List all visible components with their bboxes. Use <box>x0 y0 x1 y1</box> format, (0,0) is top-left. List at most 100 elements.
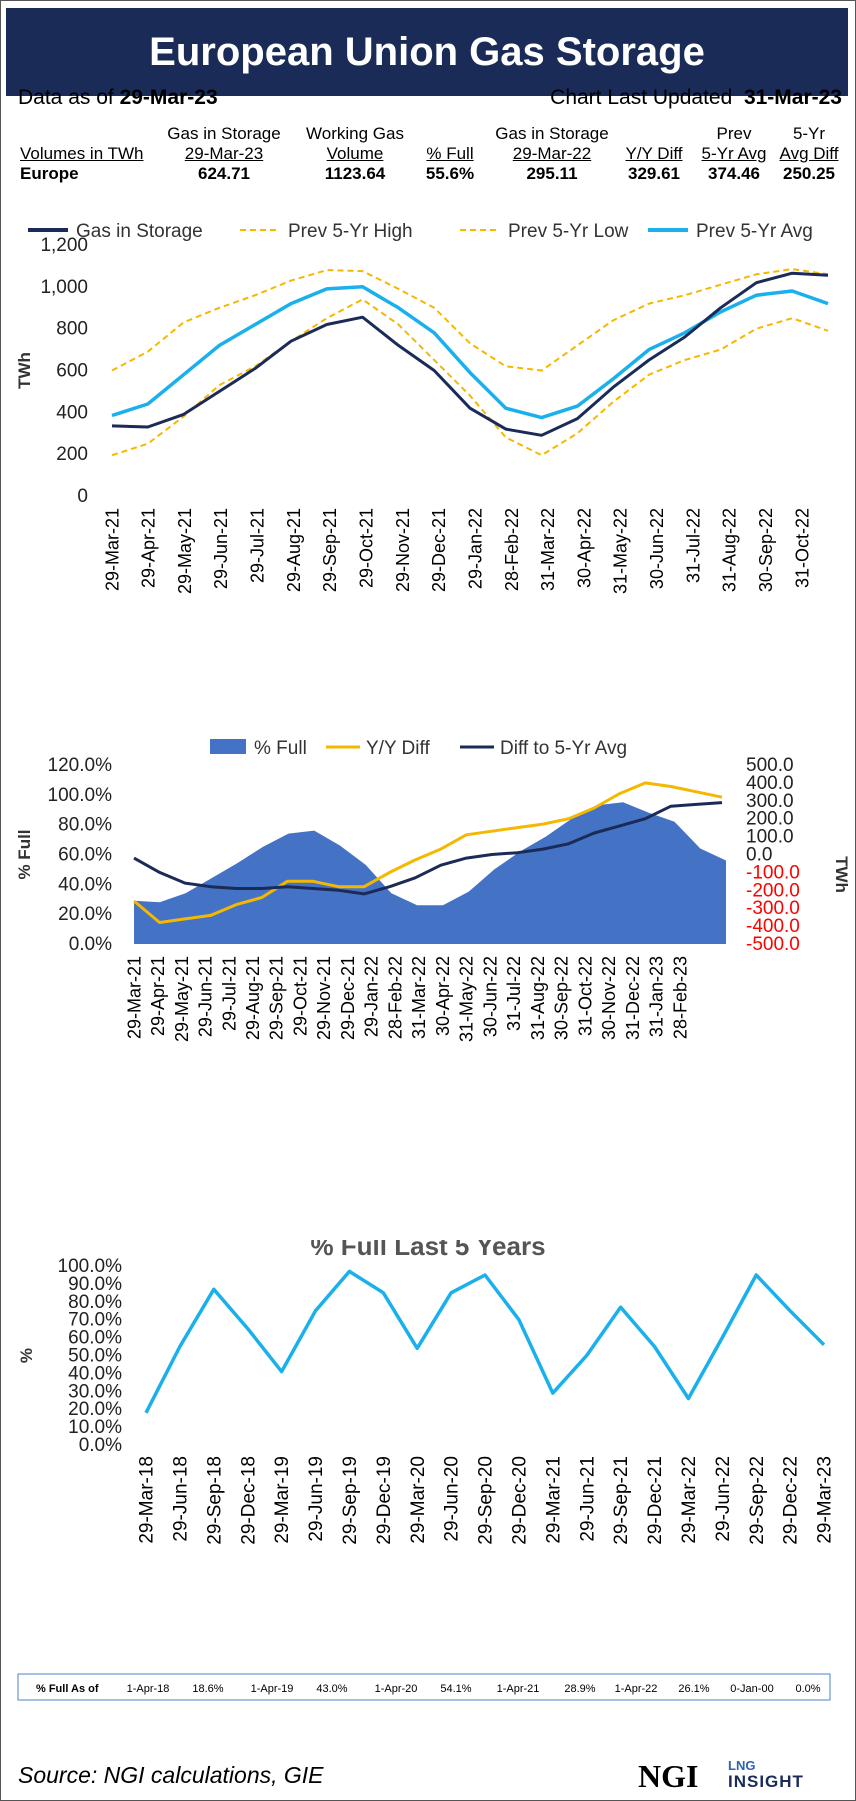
y-tick-label: 40.0% <box>58 874 112 895</box>
percent-full-line <box>144 1269 826 1414</box>
col-yy-diff: Y/Y Diff 329.61 <box>614 124 694 184</box>
x-tick-label: 29-Oct-21 <box>290 956 310 1036</box>
col-h2: Avg Diff <box>779 144 839 163</box>
y-tick-label: 0 <box>77 486 88 507</box>
x-tick-label: 30-Jun-22 <box>480 956 500 1037</box>
summary-box <box>17 1673 831 1701</box>
col-h2: 29-Mar-22 <box>512 144 592 163</box>
col-h2: % Full <box>426 144 474 163</box>
chart-last-updated: Chart Last Updated 31-Mar-23 <box>550 86 842 110</box>
x-tick-label: 29-Mar-23 <box>815 1456 836 1544</box>
x-tick-label: 28-Feb-23 <box>670 956 690 1039</box>
x-tick-label: 29-Sep-18 <box>204 1456 225 1545</box>
x-tick-label: 31-Jan-23 <box>647 956 667 1037</box>
y2-tick-label: 200.0 <box>746 809 794 830</box>
col-pct-full: % Full 55.6% <box>410 124 490 184</box>
five-year-percent-chart: % Full Last 5 Years0.0%10.0%20.0%30.0%40… <box>17 1240 836 1701</box>
x-tick-label: 29-Apr-21 <box>148 956 168 1036</box>
y2-tick-label: -500.0 <box>746 934 800 955</box>
y-axis-label: TWh <box>15 352 34 389</box>
summary-cell: 1-Apr-19 <box>251 1683 294 1695</box>
col-gas-storage-prev: Gas in Storage 29-Mar-22 295.11 <box>492 124 612 184</box>
col-h1 <box>614 124 694 144</box>
col-5yr-avg-diff: 5-Yr Avg Diff 250.25 <box>774 124 844 184</box>
x-tick-label: 29-Jun-20 <box>442 1456 463 1542</box>
y-tick-label: 100.0% <box>58 1256 123 1277</box>
col-gas-storage-current: Gas in Storage 29-Mar-23 624.71 <box>164 124 284 184</box>
y2-tick-label: 500.0 <box>746 755 794 776</box>
x-tick-label: 29-Apr-21 <box>139 508 159 588</box>
legend-label: Diff to 5-Yr Avg <box>500 738 627 759</box>
y-tick-label: 0.0% <box>69 934 112 955</box>
x-tick-label: 31-Aug-22 <box>720 508 740 592</box>
y2-tick-label: 100.0 <box>746 827 794 848</box>
x-tick-label: 29-Jun-19 <box>306 1456 327 1542</box>
x-tick-label: 29-Sep-21 <box>267 956 287 1040</box>
series-line <box>111 268 829 372</box>
source-note: Source: NGI calculations, GIE <box>18 1762 324 1788</box>
legend-swatch <box>210 739 246 754</box>
x-tick-label: 29-Jun-22 <box>713 1456 734 1542</box>
x-tick-label: 28-Feb-22 <box>385 956 405 1039</box>
y-tick-label: 120.0% <box>48 755 113 776</box>
x-tick-label: 29-May-21 <box>175 508 195 594</box>
page-title: European Union Gas Storage <box>149 29 705 74</box>
x-tick-label: 29-Dec-20 <box>510 1456 531 1545</box>
y-tick-label: 80.0% <box>68 1292 122 1313</box>
y-tick-label: 50.0% <box>68 1346 122 1367</box>
y-tick-label: 90.0% <box>68 1274 122 1295</box>
col-h1: 5-Yr <box>792 124 826 143</box>
x-tick-label: 29-Dec-21 <box>429 508 449 592</box>
summary-label: % Full As of <box>36 1683 99 1695</box>
col-h1: Prev <box>716 124 752 143</box>
x-tick-label: 29-Jan-22 <box>362 956 382 1037</box>
y2-tick-label: 400.0 <box>746 773 794 794</box>
summary-cell: 0-Jan-00 <box>730 1683 773 1695</box>
legend-label: % Full <box>254 738 307 759</box>
y-tick-label: 70.0% <box>68 1310 122 1331</box>
y2-tick-label: -200.0 <box>746 880 800 901</box>
col-h1 <box>410 124 490 144</box>
x-tick-label: 29-Jan-22 <box>465 508 485 589</box>
x-tick-label: 29-Mar-22 <box>679 1456 700 1544</box>
cell-value: 250.25 <box>783 164 835 183</box>
col-5yr-avg: Prev 5-Yr Avg 374.46 <box>694 124 774 184</box>
summary-cell: 54.1% <box>440 1683 471 1695</box>
x-tick-label: 29-Mar-20 <box>408 1456 429 1544</box>
y-tick-label: 60.0% <box>58 845 112 866</box>
title-banner: European Union Gas Storage <box>6 8 848 96</box>
storage-line-chart: Gas in Storage Prev 5-Yr High Prev 5-Yr Lo… <box>15 221 829 594</box>
x-tick-label: 29-Sep-21 <box>611 1456 632 1545</box>
y-tick-label: 80.0% <box>58 815 112 836</box>
x-tick-label: 31-Aug-22 <box>528 956 548 1040</box>
y-tick-label: 400 <box>56 402 88 423</box>
x-tick-label: 29-Dec-22 <box>781 1456 802 1545</box>
x-tick-label: 29-Sep-19 <box>340 1456 361 1545</box>
x-tick-label: 29-Nov-21 <box>393 508 413 592</box>
x-tick-label: 29-Nov-21 <box>314 956 334 1040</box>
x-tick-label: 31-Dec-22 <box>623 956 643 1040</box>
x-tick-label: 31-Oct-22 <box>792 508 812 588</box>
y-tick-label: 600 <box>56 361 88 382</box>
x-tick-label: 31-Jul-22 <box>683 508 703 583</box>
y2-tick-label: -300.0 <box>746 898 800 919</box>
summary-cell: 18.6% <box>192 1683 223 1695</box>
col-h2: 29-Mar-23 <box>184 144 264 163</box>
col-working-gas: Working Gas Volume 1123.64 <box>300 124 410 184</box>
logo-insight: INSIGHT <box>728 1772 804 1791</box>
x-tick-label: 29-Mar-19 <box>272 1456 293 1544</box>
x-tick-label: 29-Dec-19 <box>374 1456 395 1545</box>
y-tick-label: 30.0% <box>68 1381 122 1402</box>
y2-tick-label: 300.0 <box>746 791 794 812</box>
col-h1: Gas in Storage <box>167 124 281 143</box>
percent-full-area <box>134 802 726 944</box>
x-tick-label: 30-Sep-22 <box>552 956 572 1040</box>
y2-tick-label: -400.0 <box>746 916 800 937</box>
x-tick-label: 29-Dec-21 <box>645 1456 666 1545</box>
x-tick-label: 29-Jun-18 <box>171 1456 192 1542</box>
summary-cell: 1-Apr-22 <box>615 1683 658 1695</box>
summary-cell: 0.0% <box>795 1683 820 1695</box>
y-tick-label: 20.0% <box>68 1399 122 1420</box>
col-h2: Volumes in TWh <box>20 144 144 163</box>
percent-full-diff-chart: % Full Y/Y Diff Diff to 5-Yr Avg 0.0% 20.0% 4… <box>15 738 851 1042</box>
